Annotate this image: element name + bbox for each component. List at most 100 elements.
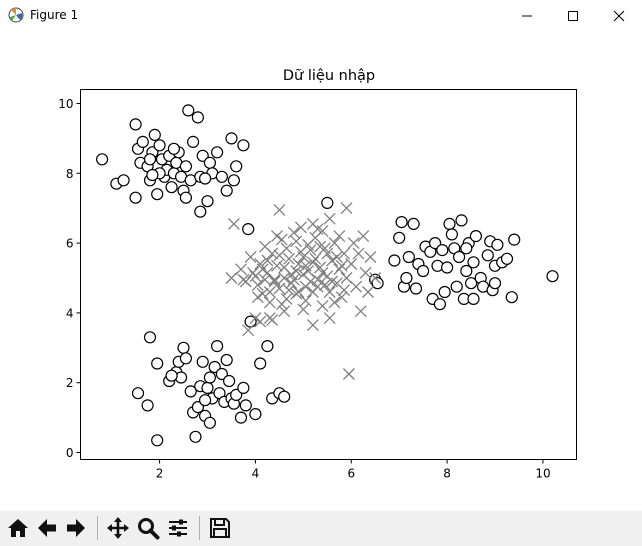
cross-point: [278, 305, 291, 318]
circle-point: [450, 280, 463, 293]
circle-point: [179, 352, 192, 365]
circle-point: [211, 146, 224, 159]
cross-point: [290, 235, 303, 248]
cross-point: [251, 279, 264, 291]
circle-point: [237, 139, 250, 152]
circle-point: [546, 270, 559, 283]
x-tick-label: 6: [347, 467, 355, 481]
circle-point: [203, 156, 216, 169]
circle-point: [429, 237, 442, 250]
circle-point: [148, 128, 161, 142]
cross-point: [273, 282, 286, 295]
circle-point: [249, 408, 262, 421]
cross-point: [335, 259, 348, 272]
y-tick-label: 2: [66, 376, 74, 390]
circle-point: [402, 250, 415, 264]
cross-point: [285, 277, 298, 290]
circle-point: [223, 374, 236, 388]
minimize-button[interactable]: [504, 0, 550, 31]
circle-point: [165, 181, 178, 194]
cross-point: [292, 258, 305, 270]
circle-point: [187, 135, 200, 149]
circle-point: [237, 381, 250, 394]
pan-button[interactable]: [104, 514, 132, 542]
circle-point: [508, 233, 521, 246]
circle-point: [179, 160, 192, 173]
close-button[interactable]: [596, 0, 642, 31]
y-tick-label: 8: [66, 167, 74, 181]
circle-point: [234, 411, 248, 424]
cross-point: [280, 242, 293, 255]
circle-point: [443, 217, 456, 230]
circle-point: [407, 217, 420, 230]
circle-point: [215, 170, 228, 183]
cross-point: [347, 237, 360, 250]
subplots-button[interactable]: [164, 514, 192, 542]
cross-point: [342, 368, 355, 380]
cross-point: [326, 254, 339, 267]
circle-point: [388, 254, 401, 267]
circle-point: [225, 132, 238, 145]
circle-point: [481, 249, 494, 262]
circle-point: [465, 277, 478, 290]
circle-point: [395, 216, 408, 229]
cross-point: [340, 202, 353, 215]
circle-point: [438, 285, 451, 299]
circle-point: [199, 172, 212, 185]
cross-point: [256, 287, 269, 300]
circle-point: [491, 238, 504, 251]
cross-point: [328, 296, 341, 309]
cross-point: [352, 247, 365, 260]
circle-point: [167, 142, 180, 155]
cross-point: [323, 286, 336, 298]
cross-point: [316, 224, 329, 237]
cross-point: [326, 275, 339, 288]
cross-point: [237, 273, 250, 286]
cross-point: [271, 259, 283, 272]
circle-point: [182, 104, 195, 117]
x-tick-label: 8: [443, 467, 451, 481]
cross-point: [323, 212, 336, 225]
circle-point: [469, 230, 482, 243]
circle-point: [203, 416, 216, 429]
minimize-icon: [522, 15, 532, 16]
forward-button[interactable]: [62, 514, 90, 542]
cross-point: [290, 265, 303, 277]
circle-point: [191, 111, 204, 124]
circle-point: [400, 271, 413, 285]
cross-point: [354, 305, 367, 318]
home-button[interactable]: [4, 514, 32, 542]
cross-point: [338, 284, 351, 297]
pan-icon: [107, 517, 129, 539]
maximize-button[interactable]: [550, 0, 596, 31]
circle-point: [441, 261, 454, 274]
circle-point: [131, 387, 145, 400]
circle-point: [196, 355, 209, 368]
cross-point: [266, 313, 279, 326]
circle-point: [254, 357, 267, 370]
zoom-button[interactable]: [134, 514, 162, 542]
zoom-icon: [138, 518, 160, 540]
circle-point: [239, 399, 252, 412]
cross-point: [335, 291, 348, 304]
circle-point: [505, 291, 518, 304]
cross-point: [369, 272, 382, 284]
home-icon: [8, 519, 28, 537]
cross-point: [306, 256, 319, 269]
circle-point: [211, 340, 224, 353]
close-icon: [613, 10, 625, 21]
save-button[interactable]: [206, 514, 234, 542]
window-titlebar: Figure 1: [0, 0, 642, 31]
circle-point: [136, 135, 149, 149]
circle-point: [455, 214, 468, 227]
cross-point: [299, 259, 312, 272]
circle-point: [201, 381, 214, 394]
cross-point: [285, 268, 298, 281]
maximize-icon: [568, 10, 578, 21]
cross-point: [304, 244, 317, 257]
circle-point: [278, 390, 291, 403]
scatter-chart: Dữ liệu nhập 2 4 6 8 10 0 2 4 6 8 10: [58, 68, 577, 481]
back-button[interactable]: [33, 514, 61, 542]
cross-point: [316, 299, 329, 312]
x-tick-label: 10: [535, 467, 550, 481]
